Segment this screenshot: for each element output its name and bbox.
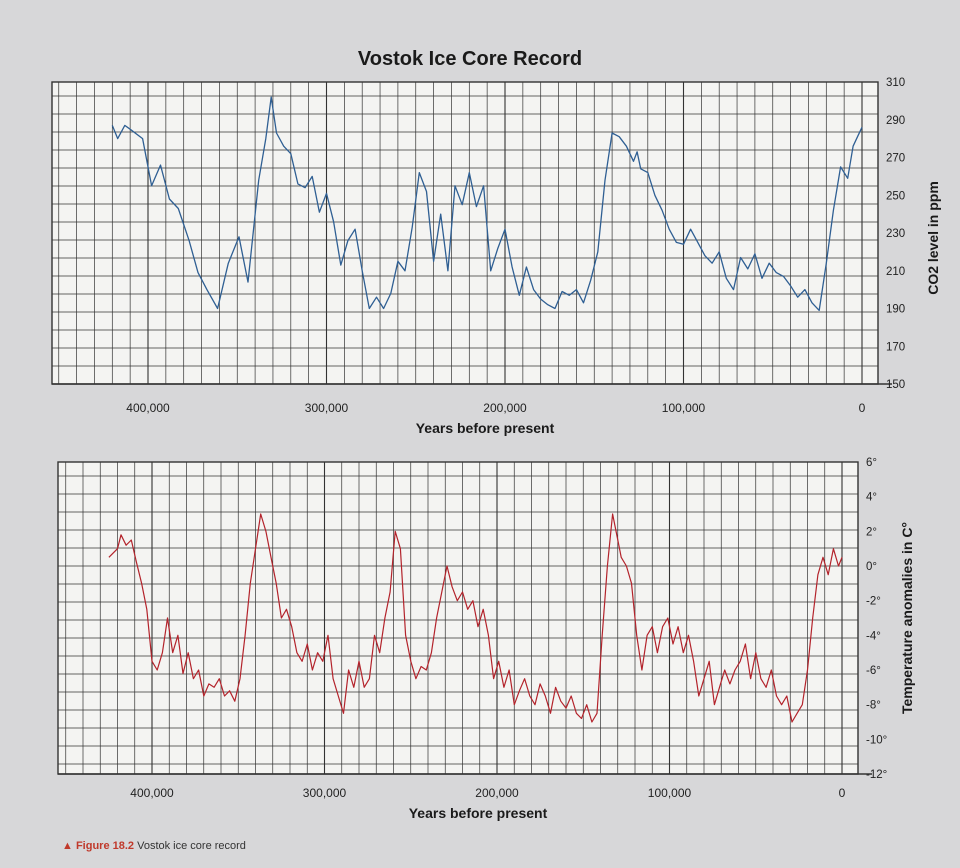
co2-axis-label: CO2 level in ppm [925,181,941,295]
co2-chart: 400,000 300,000 200,000 100,000 0 310 290 270 25… [51,77,941,436]
x-tick-label: 200,000 [475,786,519,800]
y-tick-label: -4° [866,630,881,642]
x-axis-label: Years before present [409,805,548,821]
x-tick-label: 100,000 [662,401,706,415]
plot-area [57,461,859,775]
y-tick-label: 290 [886,115,905,127]
x-tick-label: 200,000 [483,401,527,415]
x-tick-label: 400,000 [130,786,174,800]
y-tick-label: 250 [886,190,905,202]
y-tick-label: 4° [866,492,877,504]
y-tick-label: 270 [886,153,905,165]
y-tick-label: -2° [866,596,881,608]
x-tick-label: 0 [839,786,846,800]
x-tick-label: 0 [859,401,866,415]
y-tick-label: 170 [886,341,905,353]
y-tick-label: 2° [866,526,877,538]
y-tick-label: 310 [886,77,905,89]
x-tick-label: 100,000 [648,786,692,800]
x-tick-label: 300,000 [305,401,349,415]
data-series-line [108,513,843,723]
x-tick-label: 300,000 [303,786,347,800]
y-tick-label: 150 [886,379,905,391]
y-tick-label: -6° [866,665,881,677]
y-tick-label: 190 [886,304,905,316]
x-tick-label: 400,000 [126,401,170,415]
caption-triangle-icon: ▲ [62,840,73,852]
caption-text: Vostok ice core record [137,840,246,852]
temperature-chart: 400,000 300,000 200,000 100,000 0 6° 4° 2° 0° -2°… [57,457,915,821]
plot-area [51,81,879,385]
y-tick-label: -8° [866,700,881,712]
caption-figure-number: Figure 18.2 [75,840,135,852]
y-tick-label: 230 [886,228,905,240]
y-tick-label: 0° [866,561,877,573]
y-tick-label: 210 [886,266,905,278]
figure-title: Vostok Ice Core Record [357,48,583,70]
data-series-line [111,96,863,312]
y-tick-label: 6° [866,457,877,469]
y-tick-label: -12° [866,769,887,781]
figure-caption: ▲ Figure 18.2 Vostok ice core record [62,840,246,852]
x-axis-label: Years before present [416,420,555,436]
temperature-axis-label: Temperature anomalies in C° [899,522,915,714]
y-tick-label: -10° [866,734,887,746]
